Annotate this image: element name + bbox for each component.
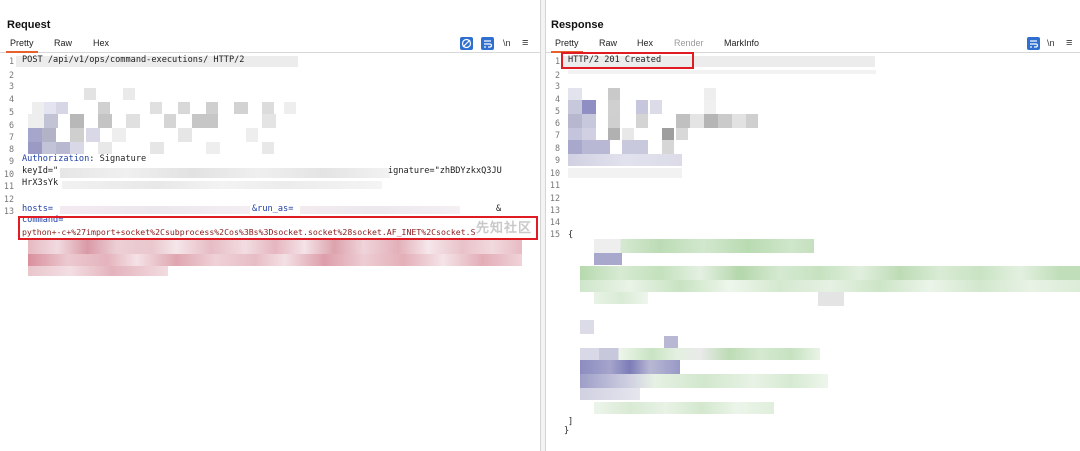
param-command: command= [22, 215, 64, 225]
line-number: 15 [549, 229, 560, 239]
line-number: 4 [8, 94, 14, 104]
line-number: 9 [8, 156, 14, 166]
wrap-lines-icon[interactable] [481, 37, 494, 50]
request-line-11c: HrX3sYk [22, 178, 59, 188]
line-number: 6 [8, 120, 14, 130]
line-number: 3 [8, 81, 14, 91]
param-amp: & [496, 204, 502, 214]
response-tab-raw[interactable]: Raw [599, 38, 618, 48]
current-line-highlight [16, 56, 298, 67]
line-number: 8 [8, 144, 14, 154]
line-number: 7 [554, 130, 560, 140]
json-brace-close: } [564, 426, 570, 436]
header-key: Authorization [22, 154, 90, 164]
line-number: 3 [554, 81, 560, 91]
response-tab-render[interactable]: Render [674, 38, 704, 48]
wrap-lines-icon[interactable] [1027, 37, 1040, 50]
line-number: 5 [554, 106, 560, 116]
line-number: 6 [554, 118, 560, 128]
request-line-11: Authorization: Signature [22, 154, 146, 164]
line-number: 2 [8, 70, 14, 80]
request-line-13: hosts= [22, 204, 53, 214]
line-number: 1 [554, 56, 560, 66]
response-tab-pretty[interactable]: Pretty [551, 38, 583, 53]
line-number: 9 [554, 155, 560, 165]
param-command-value: python+-c+%27import+socket%2Csubprocess%… [22, 227, 476, 237]
line-number: 12 [3, 194, 14, 204]
request-tabs: Pretty Raw Hex \n ≡ [0, 37, 540, 53]
request-tab-pretty[interactable]: Pretty [6, 38, 38, 53]
response-pane: Response Pretty Raw Hex Render MarkInfo … [545, 0, 1080, 451]
param-hosts: hosts= [22, 204, 54, 214]
line-number: 5 [8, 107, 14, 117]
line-number: 7 [8, 132, 14, 142]
request-editor[interactable]: 1 2 3 4 5 6 7 8 9 10 11 12 13 POST /api/… [0, 54, 540, 451]
request-line-11b: keyId=" [22, 166, 59, 176]
request-pane: Request Pretty Raw Hex \n ≡ 1 2 3 4 5 6 … [0, 0, 541, 451]
request-line-1: POST /api/v1/ops/command-executions/ HTT… [22, 55, 245, 65]
line-number: 13 [3, 206, 14, 216]
line-number: 12 [549, 193, 560, 203]
line-number: 10 [549, 168, 560, 178]
request-menu-icon[interactable]: ≡ [522, 37, 529, 49]
line-number: 14 [549, 217, 560, 227]
response-title: Response [551, 19, 604, 31]
response-editor[interactable]: 1 2 3 4 5 6 7 8 9 10 11 12 13 14 15 HTTP… [546, 52, 1080, 451]
request-line-11b-sig: ignature="zhBDYzkxQ3JU [388, 166, 502, 176]
request-tab-raw[interactable]: Raw [54, 38, 73, 48]
json-array-close: ] [568, 417, 574, 427]
request-title: Request [7, 19, 51, 31]
response-tab-markinfo[interactable]: MarkInfo [724, 38, 760, 48]
param-run-as: &run_as= [252, 204, 294, 214]
response-tab-hex[interactable]: Hex [637, 38, 654, 48]
newline-toggle[interactable]: \n [503, 38, 511, 48]
line-number: 13 [549, 205, 560, 215]
highlight-command-box [18, 216, 538, 240]
pane-divider[interactable] [541, 0, 545, 451]
response-tabs: Pretty Raw Hex Render MarkInfo \n ≡ [546, 37, 1080, 53]
response-menu-icon[interactable]: ≡ [1066, 37, 1073, 49]
watermark: 先知社区 [476, 220, 533, 235]
line-number: 1 [8, 56, 14, 66]
line-number: 8 [554, 143, 560, 153]
header-value: : Signature [89, 154, 147, 164]
hide-nonprintable-icon[interactable] [460, 37, 473, 50]
newline-toggle[interactable]: \n [1047, 38, 1055, 48]
line-number: 2 [554, 70, 560, 80]
highlight-status-box [561, 52, 694, 69]
response-status-line: HTTP/2 201 Created [568, 55, 662, 65]
line-number: 4 [554, 94, 560, 104]
json-brace-open: { [568, 230, 574, 240]
request-tab-hex[interactable]: Hex [93, 38, 110, 48]
line-number: 11 [549, 180, 560, 190]
line-number: 11 [3, 181, 14, 191]
line-number: 10 [3, 169, 14, 179]
current-line-highlight [562, 56, 875, 67]
